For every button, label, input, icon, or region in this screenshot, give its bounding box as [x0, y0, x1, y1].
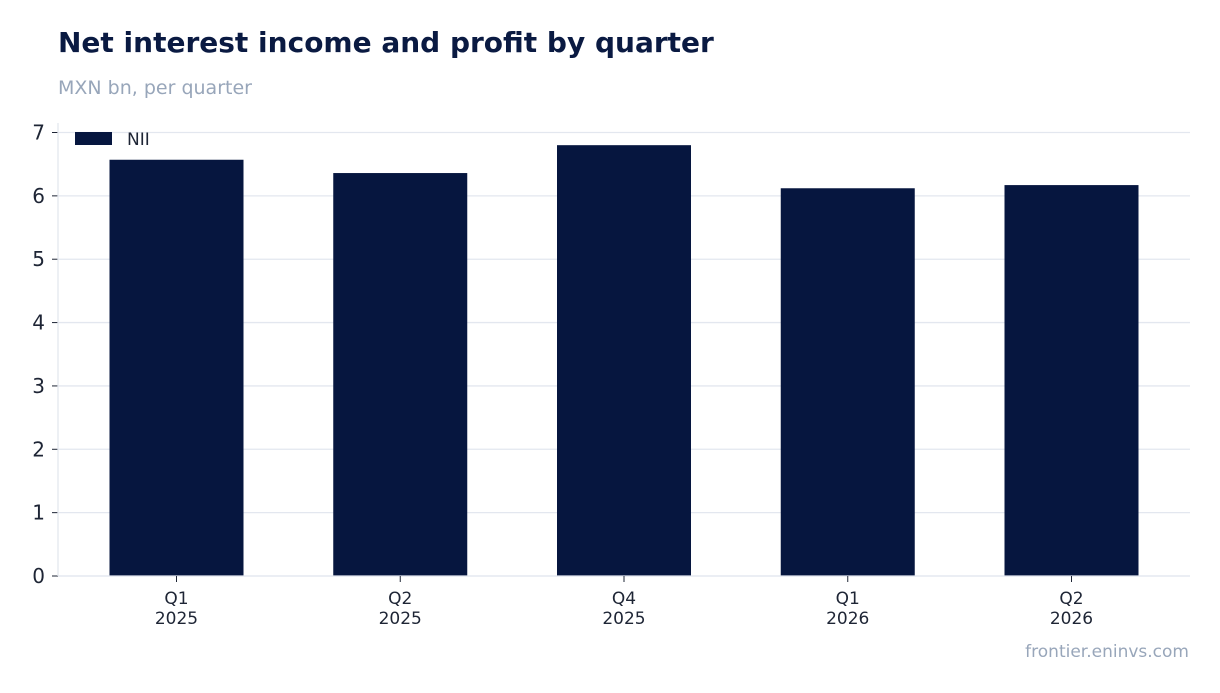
- y-tick-label: 4: [32, 311, 45, 335]
- source-credit: frontier.eninvs.com: [1025, 642, 1189, 662]
- x-tick-label-line: 2026: [826, 609, 869, 629]
- y-tick-label: 5: [32, 247, 45, 271]
- legend-label: NII: [127, 130, 150, 150]
- chart-title: Net interest income and profit by quarte…: [58, 26, 714, 59]
- bar: [1004, 185, 1139, 576]
- y-tick-label: 0: [32, 564, 45, 588]
- legend: NII: [75, 130, 150, 150]
- x-tick-label-line: 2026: [1050, 609, 1093, 629]
- bar: [780, 188, 915, 577]
- x-tick-label-line: Q1: [836, 589, 860, 609]
- x-tick-label: Q1 2026: [826, 589, 869, 629]
- y-tick-label: 7: [32, 121, 45, 145]
- x-tick-label-line: Q2: [1059, 589, 1083, 609]
- x-tick-label-line: 2025: [379, 609, 422, 629]
- bar: [333, 173, 468, 576]
- x-tick-label: Q4 2025: [602, 589, 645, 629]
- x-tick-label: Q2 2026: [1050, 589, 1093, 629]
- bars: [109, 145, 1139, 577]
- y-tick-label: 6: [32, 184, 45, 208]
- x-tick-label-line: Q4: [612, 589, 636, 609]
- x-tick-label-line: Q1: [164, 589, 188, 609]
- x-tick-label: Q2 2025: [379, 589, 422, 629]
- legend-swatch: [75, 132, 112, 145]
- bar: [557, 145, 691, 577]
- y-tick-label: 3: [32, 374, 45, 398]
- bar: [109, 159, 244, 576]
- x-tick-label-line: Q2: [388, 589, 412, 609]
- x-tick-label-line: 2025: [602, 609, 645, 629]
- x-tick-label: Q1 2025: [155, 589, 198, 629]
- chart-subtitle: MXN bn, per quarter: [58, 77, 252, 99]
- y-tick-label: 2: [32, 437, 45, 461]
- y-tick-label: 1: [32, 501, 45, 525]
- x-tick-label-line: 2025: [155, 609, 198, 629]
